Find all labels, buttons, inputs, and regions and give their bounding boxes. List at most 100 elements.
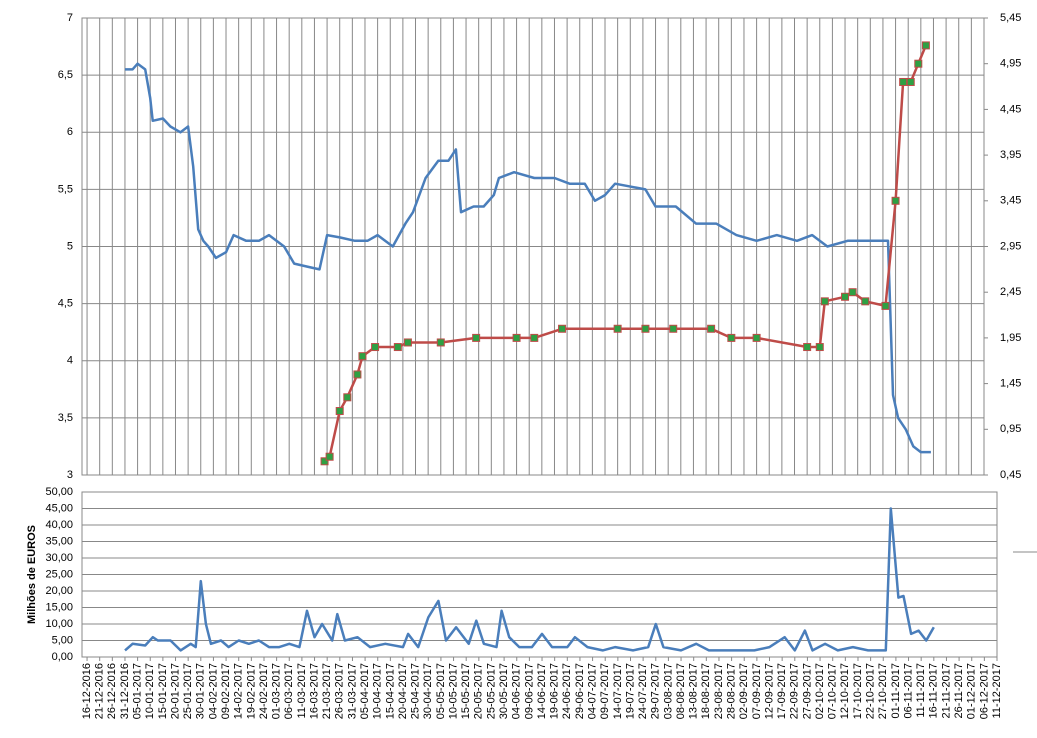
x-tick-label: 16-03-2017 <box>308 663 320 719</box>
marker <box>558 324 567 333</box>
y-tick-label: 6 <box>67 126 73 138</box>
marker <box>512 333 521 342</box>
x-tick-label: 25-05-2017 <box>485 663 497 719</box>
marker <box>641 324 650 333</box>
y-tick-label: 6,5 <box>58 69 73 81</box>
marker <box>803 343 812 352</box>
x-tick-label: 10-01-2017 <box>144 663 156 719</box>
y2-tick-label: 5,45 <box>1000 12 1021 24</box>
marker <box>613 324 622 333</box>
x-tick-label: 02-10-2017 <box>814 663 826 719</box>
x-tick-label: 20-01-2017 <box>169 663 181 719</box>
x-tick-label: 09-07-2017 <box>599 663 611 719</box>
x-tick-label: 27-10-2017 <box>877 663 889 719</box>
x-tick-label: 21-12-2016 <box>94 663 106 719</box>
y2-tick-label: 0,45 <box>1000 469 1021 481</box>
x-tick-label: 15-01-2017 <box>157 663 169 719</box>
x-tick-label: 01-12-2017 <box>966 663 978 719</box>
marker <box>343 393 352 402</box>
marker <box>436 338 445 347</box>
marker <box>707 324 716 333</box>
x-tick-label: 07-09-2017 <box>751 663 763 719</box>
x-tick-label: 31-03-2017 <box>346 663 358 719</box>
x-tick-label: 03-08-2017 <box>662 663 674 719</box>
marker <box>335 407 344 416</box>
x-tick-label: 26-12-2016 <box>106 663 118 719</box>
marker <box>848 288 857 297</box>
y-tick-label: 50,00 <box>45 486 73 498</box>
series-line <box>124 507 935 652</box>
y-tick-label: 25,00 <box>45 568 73 580</box>
x-tick-label: 23-08-2017 <box>713 663 725 719</box>
marker <box>325 452 334 461</box>
x-tick-label: 05-01-2017 <box>132 663 144 719</box>
y2-tick-label: 4,45 <box>1000 103 1021 115</box>
y-tick-label: 5,5 <box>58 183 73 195</box>
x-tick-label: 24-06-2017 <box>561 663 573 719</box>
y-axis-label: Milhões de EUROS <box>26 525 38 624</box>
y-tick-label: 10,00 <box>45 618 73 630</box>
marker <box>881 301 890 310</box>
marker <box>320 457 329 466</box>
x-tick-label: 07-10-2017 <box>827 663 839 719</box>
x-tick-label: 13-08-2017 <box>688 663 700 719</box>
x-tick-label: 30-05-2017 <box>498 663 510 719</box>
y2-tick-label: 1,45 <box>1000 378 1021 390</box>
y-tick-label: 4 <box>67 355 73 367</box>
x-tick-label: 09-06-2017 <box>523 663 535 719</box>
x-tick-label: 01-11-2017 <box>890 663 902 718</box>
x-tick-label: 08-08-2017 <box>675 663 687 719</box>
x-tick-label: 01-03-2017 <box>271 663 283 719</box>
marker <box>841 292 850 301</box>
y-tick-label: 4,5 <box>58 298 73 310</box>
x-tick-label: 24-02-2017 <box>258 663 270 719</box>
x-tick-label: 12-10-2017 <box>839 663 851 719</box>
y2-tick-label: 1,95 <box>1000 332 1021 344</box>
x-tick-label: 10-04-2017 <box>372 663 384 719</box>
x-tick-label: 15-05-2017 <box>460 663 472 719</box>
x-tick-label: 19-02-2017 <box>245 663 257 719</box>
x-tick-label: 31-12-2016 <box>119 663 131 719</box>
x-tick-label: 25-01-2017 <box>182 663 194 719</box>
y-tick-label: 30,00 <box>45 552 73 564</box>
x-tick-label: 14-07-2017 <box>612 663 624 719</box>
y-tick-label: 3 <box>67 469 73 481</box>
x-tick-label: 09-02-2017 <box>220 663 232 719</box>
y-tick-label: 35,00 <box>45 535 73 547</box>
marker <box>669 324 678 333</box>
marker <box>899 77 908 86</box>
x-tick-label: 25-04-2017 <box>410 663 422 719</box>
marker <box>891 196 900 205</box>
x-tick-label: 05-04-2017 <box>359 663 371 719</box>
y2-tick-label: 3,45 <box>1000 195 1021 207</box>
marker <box>914 59 923 68</box>
x-tick-label: 05-05-2017 <box>435 663 447 719</box>
x-tick-label: 06-12-2017 <box>978 663 990 719</box>
x-tick-label: 14-02-2017 <box>233 663 245 719</box>
x-tick-label: 06-03-2017 <box>283 663 295 719</box>
y2-tick-label: 4,95 <box>1000 58 1021 70</box>
x-tick-label: 29-06-2017 <box>574 663 586 719</box>
x-tick-label: 19-06-2017 <box>549 663 561 719</box>
x-tick-label: 02-09-2017 <box>738 663 750 719</box>
marker <box>752 333 761 342</box>
x-tick-label: 14-06-2017 <box>536 663 548 719</box>
y2-tick-label: 0,95 <box>1000 423 1021 435</box>
marker <box>393 343 402 352</box>
x-tick-label: 30-04-2017 <box>422 663 434 719</box>
x-tick-label: 15-04-2017 <box>384 663 396 719</box>
x-tick-label: 17-09-2017 <box>776 663 788 719</box>
y-tick-label: 20,00 <box>45 585 73 597</box>
marker <box>921 41 930 50</box>
x-tick-label: 20-04-2017 <box>397 663 409 719</box>
y-tick-label: 40,00 <box>45 519 73 531</box>
marker <box>358 352 367 361</box>
x-tick-label: 04-06-2017 <box>511 663 523 719</box>
x-tick-label: 18-08-2017 <box>700 663 712 719</box>
x-tick-label: 22-10-2017 <box>865 663 877 719</box>
marker <box>906 77 915 86</box>
x-tick-label: 06-11-2017 <box>902 663 914 718</box>
marker <box>472 333 481 342</box>
y-tick-label: 0,00 <box>52 651 73 663</box>
